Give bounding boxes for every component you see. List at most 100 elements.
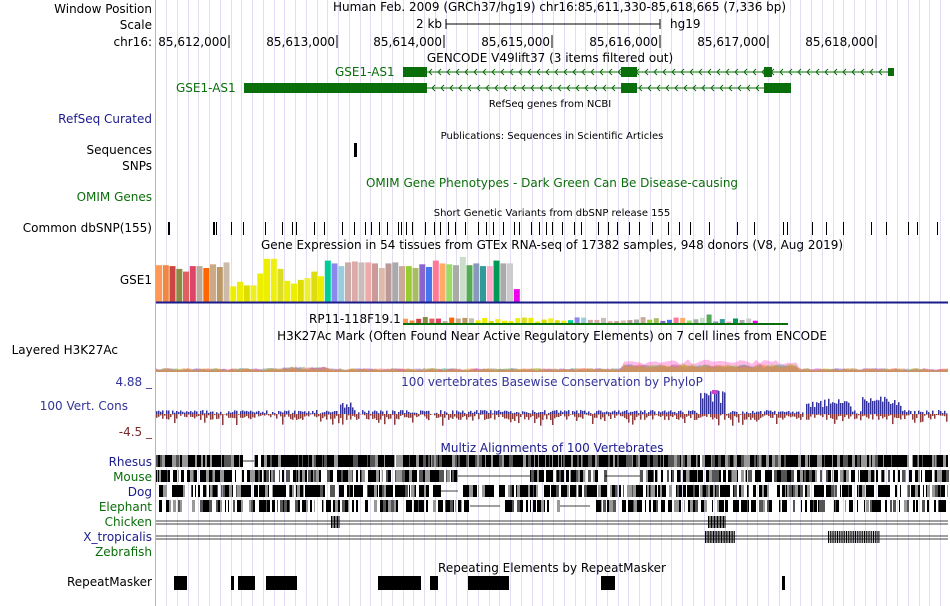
snps-track-label[interactable]: SNPs: [122, 159, 152, 173]
species-elephant[interactable]: Elephant: [98, 500, 152, 514]
alignment-block: [456, 455, 457, 467]
phylop-positive: [218, 413, 220, 414]
chicken-block: [717, 516, 718, 528]
gencode-title[interactable]: GENCODE V49lift37 (3 items filtered out): [426, 51, 674, 65]
species-rhesus[interactable]: Rhesus: [108, 455, 152, 469]
phylop-track-label[interactable]: 100 Vert. Cons: [39, 399, 128, 413]
sequences-track-label[interactable]: Sequences: [86, 143, 152, 157]
alignment-block: [352, 500, 354, 512]
alignment-block: [946, 470, 949, 482]
repeatmasker-title[interactable]: Repeating Elements by RepeatMasker: [438, 561, 666, 575]
phylop-negative: [540, 414, 542, 426]
gene-gse1-as1-strand-arrow: [455, 68, 460, 76]
refseq-title[interactable]: RefSeq genes from NCBI: [488, 99, 612, 110]
h3k27ac-title[interactable]: H3K27Ac Mark (Often Found Near Active Re…: [277, 329, 827, 343]
gtex-small-bar: [594, 319, 600, 323]
phylop-negative: [362, 414, 364, 415]
gene-gse1-as1-strand-arrow: [842, 68, 847, 76]
species-x-tropicalis[interactable]: X_tropicalis: [83, 530, 152, 544]
alignment-block: [439, 470, 441, 482]
refseq-track-label[interactable]: RefSeq Curated: [58, 112, 152, 126]
publications-title[interactable]: Publications: Sequences in Scientific Ar…: [440, 131, 664, 142]
gtex-small-bar: [554, 320, 560, 323]
omim-title[interactable]: OMIM Gene Phenotypes - Dark Green Can Be…: [365, 176, 739, 190]
chicken-block: [708, 516, 709, 528]
dbsnp-variant: [531, 222, 532, 235]
gtex-tissue-bar: [203, 268, 210, 302]
alignment-block: [913, 500, 915, 512]
phylop-negative: [326, 414, 328, 420]
phylop-positive: [612, 411, 614, 414]
phylop-positive: [850, 406, 852, 414]
phylop-negative: [818, 414, 820, 415]
alignment-block: [530, 500, 531, 512]
xtrop-block: [865, 531, 867, 543]
phylop-positive: [868, 402, 870, 414]
dbsnp-track-label[interactable]: Common dbSNP(155): [22, 221, 152, 235]
gene-gse1-as1-2-strand-arrow: [692, 84, 697, 92]
alignment-block: [635, 500, 637, 512]
gene-gse1-as1-2-strand-arrow: [737, 84, 742, 92]
alignment-block: [866, 485, 867, 497]
alignment-block: [890, 500, 892, 512]
alignment-block: [581, 455, 582, 467]
phylop-positive: [674, 411, 676, 414]
species-dog[interactable]: Dog: [127, 485, 152, 499]
phylop-negative: [680, 414, 682, 418]
gene-label-gse1-as1-2[interactable]: GSE1-AS1: [176, 81, 236, 95]
dbsnp-variant: [440, 222, 441, 235]
phylop-title[interactable]: 100 vertebrates Basewise Conservation by…: [401, 375, 703, 389]
xtrop-block: [716, 531, 718, 543]
gtex-small-bar: [403, 318, 408, 323]
phylop-negative: [430, 414, 432, 415]
alignment-block: [194, 470, 195, 482]
phylop-positive: [714, 393, 716, 414]
phylop-negative: [482, 414, 484, 415]
phylop-positive: [836, 403, 838, 414]
species-chicken[interactable]: Chicken: [104, 515, 152, 529]
alignment-block: [203, 470, 205, 482]
alignment-block: [685, 455, 686, 467]
species-mouse[interactable]: Mouse: [113, 470, 152, 484]
alignment-block: [419, 470, 420, 482]
alignment-block: [742, 455, 744, 467]
gtex-title[interactable]: Gene Expression in 54 tissues from GTEx …: [260, 238, 844, 252]
gtex-small-bar: [667, 319, 672, 323]
alignment-block: [719, 470, 721, 482]
alignment-block: [426, 455, 428, 467]
alignment-block: [220, 470, 222, 482]
repeatmasker-track-label[interactable]: RepeatMasker: [66, 575, 152, 589]
alignment-block: [603, 500, 606, 512]
alignment-block: [390, 485, 393, 497]
phylop-positive: [260, 412, 262, 414]
gene-gse1-as1-2-strand-arrow: [665, 84, 670, 92]
alignment-block: [403, 455, 406, 467]
alignment-block: [687, 485, 690, 497]
phylop-negative: [848, 414, 850, 419]
gene-label-gse1-as1[interactable]: GSE1-AS1: [335, 65, 395, 79]
dbsnp-title[interactable]: Short Genetic Variants from dbSNP releas…: [433, 208, 671, 219]
alignment-block: [275, 455, 278, 467]
phylop-positive: [320, 413, 322, 414]
phylop-positive: [192, 412, 194, 414]
phylop-positive: [778, 411, 780, 414]
omim-track-label[interactable]: OMIM Genes: [76, 190, 152, 204]
alignment-block: [486, 455, 489, 467]
phylop-negative: [346, 414, 348, 420]
alignment-block: [712, 500, 713, 512]
alignment-block: [680, 470, 681, 482]
multiz-title[interactable]: Multiz Alignments of 100 Vertebrates: [440, 441, 664, 455]
phylop-negative: [750, 414, 752, 420]
gtex-gene2-label[interactable]: RP11-118F19.1: [309, 312, 401, 326]
alignment-block: [871, 470, 874, 482]
species-zebrafish[interactable]: Zebrafish: [95, 545, 152, 559]
gtex-tissue-bar: [297, 279, 304, 302]
phylop-positive: [644, 410, 646, 414]
alignment-block: [343, 470, 344, 482]
alignment-block: [580, 470, 583, 482]
h3k27ac-track-label[interactable]: Layered H3K27Ac: [11, 343, 118, 357]
alignment-block: [334, 455, 335, 467]
gtex-gene-label[interactable]: GSE1: [119, 273, 152, 287]
phylop-negative: [800, 414, 802, 420]
